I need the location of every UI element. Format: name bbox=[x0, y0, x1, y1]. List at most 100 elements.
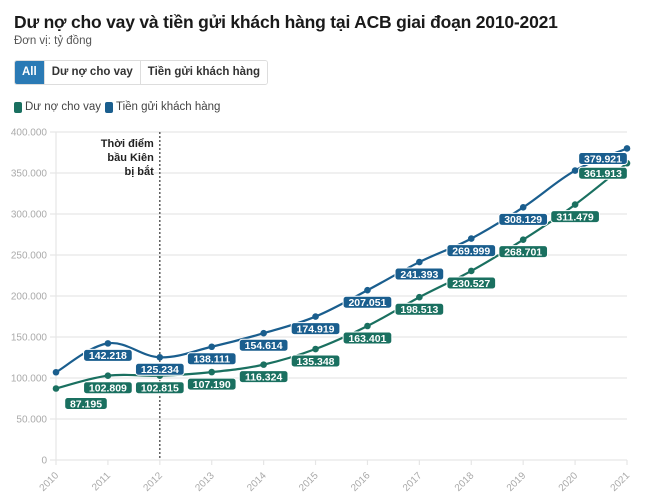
data-point bbox=[156, 354, 164, 361]
data-label: 142.218 bbox=[89, 350, 127, 362]
x-tick-label: 2021 bbox=[609, 470, 633, 494]
data-label-bg bbox=[186, 377, 237, 391]
data-label-bg bbox=[134, 381, 185, 395]
data-label: 107.190 bbox=[193, 379, 231, 391]
data-label-bg bbox=[498, 245, 549, 259]
data-label-bg bbox=[342, 331, 393, 345]
series-line-1 bbox=[55, 147, 628, 374]
data-label-group: 102.815 bbox=[134, 381, 185, 395]
data-label-bg bbox=[134, 362, 185, 376]
data-point bbox=[571, 201, 579, 208]
filter-all-button[interactable]: All bbox=[15, 61, 44, 84]
data-point bbox=[52, 385, 60, 392]
y-tick-label: 200.000 bbox=[11, 292, 48, 303]
data-label-group: 87.195 bbox=[64, 397, 108, 411]
data-label-group: 308.129 bbox=[498, 212, 549, 226]
data-label-group: 138.111 bbox=[186, 352, 237, 366]
gridlines bbox=[50, 131, 627, 461]
data-point bbox=[312, 345, 319, 353]
data-label-bg bbox=[550, 210, 600, 224]
data-label: 138.111 bbox=[193, 354, 230, 366]
data-label-bg bbox=[238, 338, 289, 352]
data-point bbox=[208, 368, 216, 376]
data-point bbox=[416, 258, 423, 266]
data-point bbox=[519, 236, 527, 243]
chart-subtitle: Đơn vị: tỷ đồng bbox=[14, 35, 92, 47]
data-point bbox=[260, 329, 267, 337]
data-label: 102.809 bbox=[89, 382, 127, 394]
data-label-bg bbox=[186, 352, 237, 366]
data-label: 268.701 bbox=[504, 246, 542, 258]
y-tick-label: 350.000 bbox=[11, 169, 48, 180]
y-tick-label: 0 bbox=[41, 456, 47, 467]
annotation-text: Thời điểm bbox=[101, 138, 154, 150]
data-point bbox=[623, 145, 631, 152]
series-line-0 bbox=[55, 162, 628, 390]
data-label: 230.527 bbox=[452, 278, 490, 290]
data-label-bg bbox=[290, 354, 341, 368]
y-tick-label: 50.000 bbox=[16, 415, 47, 426]
data-label: 135.348 bbox=[297, 356, 335, 368]
x-tick-label: 2016 bbox=[349, 470, 373, 494]
data-label-bg bbox=[578, 151, 628, 165]
y-tick-label: 300.000 bbox=[11, 210, 48, 221]
data-label-group: 102.809 bbox=[83, 381, 133, 395]
legend-label-loans: Dư nợ cho vay bbox=[25, 101, 101, 113]
legend-item-loans[interactable]: Dư nợ cho vay bbox=[14, 101, 101, 113]
data-label-bg bbox=[394, 302, 445, 316]
data-label-group: 311.479 bbox=[550, 210, 600, 224]
data-label-group: 135.348 bbox=[290, 354, 341, 368]
data-label: 207.051 bbox=[348, 297, 386, 309]
data-label-group: 379.921 bbox=[578, 151, 628, 165]
legend-swatch-loans bbox=[14, 101, 22, 113]
data-label: 102.815 bbox=[141, 382, 179, 394]
data-labels: 87.195 102.809 102.815 107.190 116.324 135.34… bbox=[64, 151, 628, 411]
legend-item-deposits[interactable]: Tiền gửi khách hàng bbox=[104, 101, 221, 113]
x-tick-label: 2019 bbox=[505, 470, 529, 494]
filter-deposits-button[interactable]: Tiền gửi khách hàng bbox=[139, 61, 268, 84]
data-point bbox=[519, 204, 527, 211]
x-axis: 2010 2011 2012 2013 2014 2015 2016 2017 2018 2019… bbox=[38, 460, 633, 494]
data-label: 308.129 bbox=[504, 214, 542, 226]
data-point bbox=[467, 267, 475, 275]
data-point bbox=[104, 340, 112, 347]
data-label-bg bbox=[498, 212, 549, 226]
data-point bbox=[364, 286, 371, 294]
data-label-bg bbox=[83, 348, 133, 362]
legend-label-deposits: Tiền gửi khách hàng bbox=[115, 101, 221, 113]
data-label-group: 230.527 bbox=[446, 276, 497, 290]
data-label: 116.324 bbox=[245, 371, 283, 383]
data-point bbox=[467, 235, 475, 242]
data-label-group: 142.218 bbox=[83, 348, 133, 362]
x-tick-label: 2015 bbox=[297, 470, 321, 494]
data-label-bg bbox=[83, 381, 133, 395]
y-tick-label: 100.000 bbox=[11, 374, 48, 385]
data-label-bg bbox=[446, 276, 497, 290]
data-label-group: 125.234 bbox=[134, 362, 185, 376]
data-label: 87.195 bbox=[70, 398, 102, 410]
filter-loans-button[interactable]: Dư nợ cho vay bbox=[43, 61, 140, 84]
data-label-bg bbox=[394, 267, 445, 281]
data-label: 174.919 bbox=[297, 323, 335, 335]
legend-swatch-deposits bbox=[104, 101, 113, 113]
data-label-bg bbox=[578, 166, 628, 180]
series-lines bbox=[55, 147, 628, 390]
data-label-bg bbox=[64, 397, 108, 411]
data-point bbox=[312, 313, 319, 320]
data-label-bg bbox=[290, 322, 341, 336]
x-tick-label: 2017 bbox=[401, 470, 425, 494]
y-tick-label: 250.000 bbox=[11, 251, 48, 262]
y-tick-label: 400.000 bbox=[11, 128, 48, 139]
data-label-group: 241.393 bbox=[394, 267, 445, 281]
data-label: 269.999 bbox=[452, 245, 490, 257]
data-label-group: 107.190 bbox=[186, 377, 237, 391]
data-point bbox=[208, 343, 216, 351]
data-point bbox=[52, 368, 60, 376]
data-label-group: 116.324 bbox=[238, 370, 289, 384]
x-tick-label: 2018 bbox=[453, 470, 477, 494]
chart-title: Dư nợ cho vay và tiền gửi khách hàng tại… bbox=[14, 12, 558, 32]
data-label-group: 198.513 bbox=[394, 302, 445, 316]
data-label-bg bbox=[238, 370, 289, 384]
data-label-group: 174.919 bbox=[290, 322, 341, 336]
